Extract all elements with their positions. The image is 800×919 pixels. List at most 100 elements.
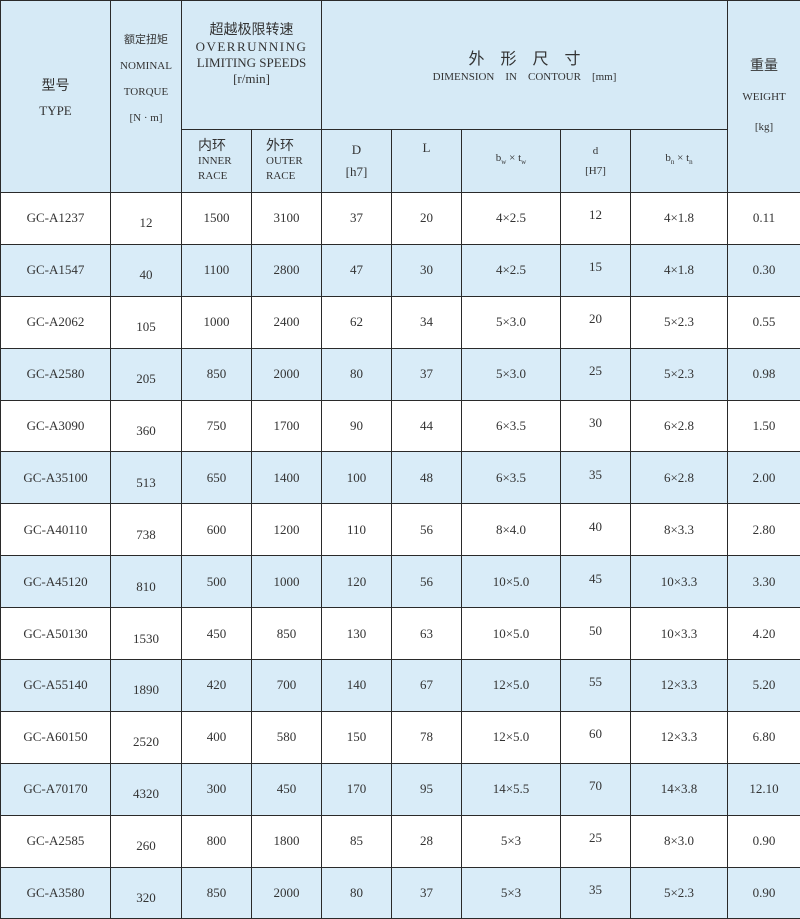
cell-bn-tn: 14×3.8 (631, 763, 728, 815)
cell-D: 62 (322, 296, 392, 348)
cell-type: GC-A2580 (1, 348, 111, 400)
cell-L: 37 (392, 867, 462, 919)
cell-bn-tn: 5×2.3 (631, 867, 728, 919)
cell-outer-speed: 1800 (252, 815, 322, 867)
speeds-en2: LIMITING SPEEDS (182, 55, 321, 71)
cell-type: GC-A50130 (1, 608, 111, 660)
cell-d: 60 (561, 711, 631, 763)
cell-bn-tn: 6×2.8 (631, 400, 728, 452)
cell-type: GC-A1547 (1, 244, 111, 296)
cell-D: 80 (322, 348, 392, 400)
speeds-unit: [r/min] (182, 71, 321, 87)
header-torque: 额定扭矩 NOMINAL TORQUE [N · m] (111, 1, 182, 193)
cell-type: GC-A40110 (1, 504, 111, 556)
cell-bn-tn: 8×3.3 (631, 504, 728, 556)
cell-outer-speed: 1700 (252, 400, 322, 452)
header-D: D [h7] (322, 130, 392, 193)
cell-d: 45 (561, 556, 631, 608)
weight-cn: 重量 (728, 52, 800, 82)
cell-D: 100 (322, 452, 392, 504)
cell-D: 110 (322, 504, 392, 556)
cell-outer-speed: 1000 (252, 556, 322, 608)
cell-inner-speed: 500 (182, 556, 252, 608)
cell-bw-tw: 5×3 (462, 867, 561, 919)
type-cn: 型号 (1, 75, 110, 95)
cell-bw-tw: 14×5.5 (462, 763, 561, 815)
speeds-en1: OVERRUNNING (182, 39, 321, 55)
D-tolerance: [h7] (322, 161, 391, 183)
cell-D: 130 (322, 608, 392, 660)
cell-type: GC-A2062 (1, 296, 111, 348)
D-label: D (322, 139, 391, 161)
weight-en: WEIGHT (728, 82, 800, 112)
cell-weight: 0.90 (728, 815, 800, 867)
cell-torque: 1890 (111, 660, 182, 712)
header-outer-race: 外环 OUTER RACE (252, 130, 322, 193)
cell-bn-tn: 4×1.8 (631, 193, 728, 245)
cell-outer-speed: 1200 (252, 504, 322, 556)
cell-torque: 738 (111, 504, 182, 556)
cell-torque: 513 (111, 452, 182, 504)
cell-torque: 205 (111, 348, 182, 400)
cell-outer-speed: 1400 (252, 452, 322, 504)
cell-bw-tw: 5×3.0 (462, 296, 561, 348)
cell-type: GC-A3580 (1, 867, 111, 919)
cell-bw-tw: 12×5.0 (462, 660, 561, 712)
cell-bw-tw: 12×5.0 (462, 711, 561, 763)
cell-type: GC-A45120 (1, 556, 111, 608)
cell-inner-speed: 420 (182, 660, 252, 712)
cell-inner-speed: 750 (182, 400, 252, 452)
cell-L: 95 (392, 763, 462, 815)
header-bn-tn: bn × tn (631, 130, 728, 193)
cell-weight: 0.11 (728, 193, 800, 245)
cell-L: 56 (392, 556, 462, 608)
cell-torque: 2520 (111, 711, 182, 763)
cell-weight: 12.10 (728, 763, 800, 815)
cell-d: 30 (561, 400, 631, 452)
d-tolerance: [H7] (561, 161, 630, 181)
outer-cn: 外环 (266, 139, 321, 154)
cell-d: 50 (561, 608, 631, 660)
cell-bn-tn: 8×3.0 (631, 815, 728, 867)
cell-bn-tn: 5×2.3 (631, 296, 728, 348)
cell-weight: 4.20 (728, 608, 800, 660)
cell-torque: 40 (111, 244, 182, 296)
cell-torque: 1530 (111, 608, 182, 660)
cell-bn-tn: 4×1.8 (631, 244, 728, 296)
cell-L: 44 (392, 400, 462, 452)
cell-bw-tw: 4×2.5 (462, 193, 561, 245)
cell-bn-tn: 5×2.3 (631, 348, 728, 400)
cell-bn-tn: 12×3.3 (631, 711, 728, 763)
cell-torque: 260 (111, 815, 182, 867)
cell-D: 85 (322, 815, 392, 867)
cell-bw-tw: 10×5.0 (462, 556, 561, 608)
cell-weight: 1.50 (728, 400, 800, 452)
cell-type: GC-A3090 (1, 400, 111, 452)
cell-d: 35 (561, 452, 631, 504)
cell-D: 37 (322, 193, 392, 245)
header-type: 型号 TYPE (1, 1, 111, 193)
cell-L: 56 (392, 504, 462, 556)
cell-d: 25 (561, 815, 631, 867)
cell-d: 35 (561, 867, 631, 919)
cell-weight: 0.30 (728, 244, 800, 296)
cell-outer-speed: 580 (252, 711, 322, 763)
cell-L: 20 (392, 193, 462, 245)
cell-inner-speed: 450 (182, 608, 252, 660)
cell-bw-tw: 6×3.5 (462, 400, 561, 452)
cell-type: GC-A60150 (1, 711, 111, 763)
torque-cn: 额定扭矩 (111, 27, 181, 53)
cell-bw-tw: 5×3 (462, 815, 561, 867)
cell-inner-speed: 400 (182, 711, 252, 763)
header-bw-tw: bw × tw (462, 130, 561, 193)
outer-en2: RACE (266, 169, 321, 184)
cell-d: 20 (561, 296, 631, 348)
header-L: L (392, 130, 462, 193)
